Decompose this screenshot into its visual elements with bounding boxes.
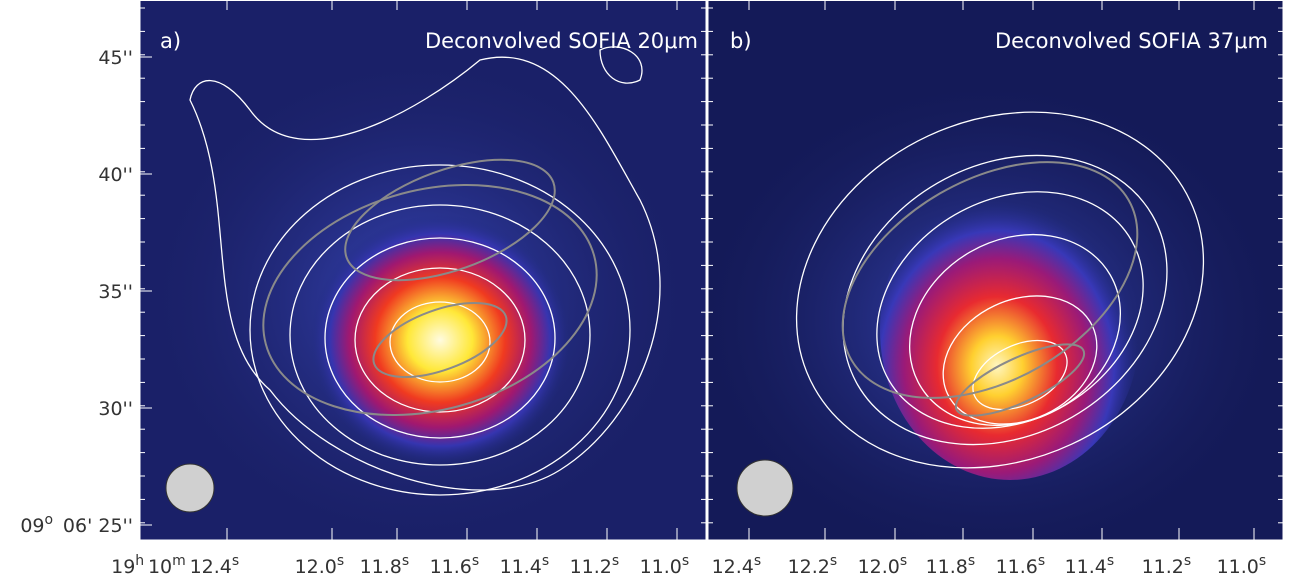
tick-gap xyxy=(479,556,483,578)
tick-text: 11.4 xyxy=(500,556,542,578)
tick-text: 45'' xyxy=(98,47,133,69)
panel-b-image xyxy=(708,0,1283,540)
tick-text: 06' xyxy=(57,515,92,537)
tick-label: 11.0s xyxy=(640,553,693,578)
tick-label: 12.0s xyxy=(295,553,348,578)
tick-gap xyxy=(907,556,911,578)
tick-sup: s xyxy=(900,553,907,569)
tick-text: 12.2 xyxy=(788,556,830,578)
panel-title: Deconvolved SOFIA 20μm xyxy=(425,29,698,53)
panel-a-image xyxy=(140,0,706,540)
tick-sup: s xyxy=(830,553,837,569)
tick-label: 11.8s xyxy=(360,553,413,578)
tick-sup: s xyxy=(402,553,409,569)
tick-sup: s xyxy=(612,553,619,569)
tick-gap xyxy=(409,556,413,578)
tick-text: 11.8 xyxy=(926,556,968,578)
tick-gap xyxy=(549,556,553,578)
tick-label: 19h 10m 12.4s xyxy=(111,553,243,578)
tick-gap xyxy=(1114,556,1118,578)
tick-gap xyxy=(837,556,841,578)
tick-sup: s xyxy=(754,553,761,569)
tick-sup: m xyxy=(172,553,186,569)
tick-label: 11.6s xyxy=(430,553,483,578)
tick-text: 12.0 xyxy=(295,556,337,578)
tick-gap xyxy=(689,556,693,578)
tick-sup: h xyxy=(135,553,144,569)
tick-sup: s xyxy=(472,553,479,569)
tick-label: 45'' xyxy=(98,47,133,69)
tick-sup: s xyxy=(1259,553,1266,569)
tick-text: 12.4 xyxy=(190,556,232,578)
panel-title: Deconvolved SOFIA 37μm xyxy=(995,29,1268,53)
tick-text: 12.0 xyxy=(858,556,900,578)
tick-text: 11.2 xyxy=(570,556,612,578)
tick-label: 11.4s xyxy=(500,553,553,578)
tick-sup: s xyxy=(232,553,239,569)
tick-label: 09o 06' 25'' xyxy=(20,512,133,537)
tick-label: 11.4s xyxy=(1065,553,1118,578)
tick-label: 30'' xyxy=(98,398,133,420)
tick-sup: s xyxy=(682,553,689,569)
tick-text: 35'' xyxy=(98,281,133,303)
tick-label: 40'' xyxy=(98,164,133,186)
panel-a-frame xyxy=(139,0,707,541)
tick-text: 25'' xyxy=(98,515,133,537)
tick-sup: s xyxy=(1184,553,1191,569)
tick-gap xyxy=(1045,556,1049,578)
tick-sup: s xyxy=(1038,553,1045,569)
panel-label: b) xyxy=(730,29,752,53)
tick-text: 19 xyxy=(111,556,135,578)
tick-text: 30'' xyxy=(98,398,133,420)
tick-label: 11.0s xyxy=(1217,553,1270,578)
tick-text: 11.0 xyxy=(1217,556,1259,578)
tick-text: 10 xyxy=(148,556,172,578)
tick-text: 11.2 xyxy=(1142,556,1184,578)
tick-text: 09 xyxy=(20,515,44,537)
tick-text: 11.6 xyxy=(996,556,1038,578)
tick-label: 11.2s xyxy=(1142,553,1195,578)
tick-label: 11.6s xyxy=(996,553,1049,578)
tick-gap xyxy=(761,556,765,578)
tick-sup: o xyxy=(45,512,54,528)
tick-label: 12.2s xyxy=(788,553,841,578)
tick-sup: s xyxy=(337,553,344,569)
tick-label: 12.4s xyxy=(712,553,765,578)
tick-text: 11.4 xyxy=(1065,556,1107,578)
tick-gap xyxy=(1266,556,1270,578)
tick-label: 35'' xyxy=(98,281,133,303)
tick-text: 11.6 xyxy=(430,556,472,578)
panel-label: a) xyxy=(160,29,181,53)
tick-gap xyxy=(239,556,243,578)
tick-text: 12.4 xyxy=(712,556,754,578)
tick-gap xyxy=(1191,556,1195,578)
tick-gap xyxy=(344,556,348,578)
tick-sup: s xyxy=(542,553,549,569)
tick-text: 40'' xyxy=(98,164,133,186)
tick-text: 11.8 xyxy=(360,556,402,578)
tick-label: 11.8s xyxy=(926,553,979,578)
panel-b-frame xyxy=(707,0,1284,541)
tick-sup: s xyxy=(968,553,975,569)
tick-gap xyxy=(619,556,623,578)
tick-sup: s xyxy=(1107,553,1114,569)
tick-label: 11.2s xyxy=(570,553,623,578)
tick-gap xyxy=(975,556,979,578)
tick-label: 12.0s xyxy=(858,553,911,578)
tick-text: 11.0 xyxy=(640,556,682,578)
